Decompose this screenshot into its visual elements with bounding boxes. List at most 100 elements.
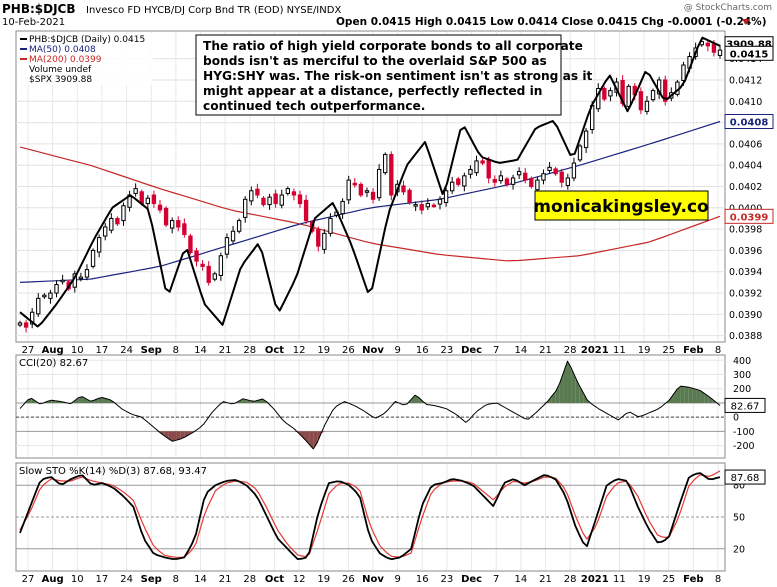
cci-tick-label: 0 xyxy=(733,413,739,424)
x-axis-label: Dec xyxy=(461,345,482,356)
x-axis-label: 19 xyxy=(638,574,651,585)
candle-down xyxy=(139,191,144,205)
cci-overbought-fill xyxy=(692,388,697,403)
candle-up xyxy=(84,269,90,278)
cci-oversold-fill xyxy=(172,431,177,442)
candle-down xyxy=(711,43,717,53)
cci-oversold-fill xyxy=(309,431,314,449)
candle-up xyxy=(474,160,479,174)
candle-up xyxy=(42,294,47,298)
x-axis-label: 14 xyxy=(194,574,207,585)
x-axis-label: Sep xyxy=(141,574,162,585)
x-axis-label: 16 xyxy=(416,345,429,356)
cci-oversold-fill xyxy=(301,431,306,441)
candle-up xyxy=(36,297,41,315)
cci-overbought-fill xyxy=(82,396,87,403)
cci-overbought-fill xyxy=(551,391,556,403)
cci-polyline xyxy=(19,360,721,450)
cci-overbought-fill xyxy=(246,399,251,403)
ma200-polyline xyxy=(19,146,721,262)
cci-overbought-fill xyxy=(673,389,677,403)
legend-item: PHB:$DJCB (Daily) 0.0415 xyxy=(29,35,145,45)
candle-up xyxy=(236,220,242,232)
candle-up xyxy=(328,217,333,234)
candle-down xyxy=(389,154,394,196)
down-arrow-icon xyxy=(742,19,750,25)
candle-up xyxy=(60,279,65,283)
x-axis-label: 17 xyxy=(96,574,109,585)
cci-oversold-fill xyxy=(164,431,169,439)
symbol-description: Invesco FD HYCB/DJ Corp Bnd TR (EOD) NYS… xyxy=(86,5,341,16)
candle-up xyxy=(145,197,151,205)
x-axis-label: Feb xyxy=(683,574,703,585)
candle-up xyxy=(243,198,248,218)
annotation-line: bonds isn't as merciful to the overlaid … xyxy=(203,54,547,68)
price-tick-label: 0.0388 xyxy=(729,331,762,342)
cci-oversold-fill xyxy=(180,431,185,440)
candle-up xyxy=(376,168,382,199)
x-axis-label: 28 xyxy=(243,574,256,585)
x-axis-label: 19 xyxy=(317,574,330,585)
x-axis-label: 10 xyxy=(71,345,84,356)
x-axis-label: 10 xyxy=(71,574,84,585)
cci-overbought-fill xyxy=(98,397,103,403)
candle-up xyxy=(650,90,656,101)
x-axis-label: Aug xyxy=(42,574,64,585)
candle-down xyxy=(705,42,710,47)
candle-up xyxy=(443,190,449,203)
x-axis-label: 11 xyxy=(613,574,626,585)
candle-up xyxy=(510,177,516,185)
price-tag-label: 0.0415 xyxy=(730,49,769,60)
candle-down xyxy=(431,204,437,208)
candle-up xyxy=(249,190,254,202)
candle-down xyxy=(316,229,321,247)
candle-down xyxy=(157,204,163,211)
x-axis-label: 11 xyxy=(613,345,626,356)
x-axis-label: 28 xyxy=(564,574,577,585)
candle-up xyxy=(462,175,467,187)
candle-up xyxy=(212,273,217,280)
candle-up xyxy=(583,130,589,149)
price-tick-label: 0.0412 xyxy=(729,75,762,86)
candle-up xyxy=(425,203,430,208)
candle-down xyxy=(559,171,564,183)
price-tag-box xyxy=(724,45,774,61)
candle-up xyxy=(322,232,327,250)
monicakingsley-badge: monicakingsley.co xyxy=(533,190,709,221)
x-axis-label: Nov xyxy=(362,345,384,356)
price-tick-label: 0.0410 xyxy=(729,97,762,108)
x-axis-label: 16 xyxy=(416,574,429,585)
x-axis-label: 12 xyxy=(293,345,306,356)
cci-overbought-fill xyxy=(102,397,107,403)
price-tick-label: 0.0402 xyxy=(729,182,762,193)
cci-tick-label: -100 xyxy=(733,427,755,438)
candle-down xyxy=(206,265,211,283)
candle-up xyxy=(450,181,455,192)
candle-down xyxy=(523,172,528,181)
candle-down xyxy=(151,194,157,205)
legend-item: Volume undef xyxy=(29,65,92,75)
x-axis-label: Oct xyxy=(265,574,284,585)
sto-k-polyline xyxy=(19,472,721,561)
x-axis-label: Aug xyxy=(42,345,64,356)
monicakingsley-label: monicakingsley.co xyxy=(533,197,709,217)
candle-down xyxy=(529,178,534,188)
candle-down xyxy=(456,178,461,185)
candle-up xyxy=(468,168,473,175)
ma50-polyline xyxy=(19,120,721,283)
x-axis-label: 23 xyxy=(441,345,454,356)
price-tick-label: 0.0400 xyxy=(729,203,762,214)
price-tag-label: 0.0408 xyxy=(730,118,769,129)
x-axis-label: 9 xyxy=(394,345,400,356)
sto-d-polyline xyxy=(19,470,721,558)
price-tag-box xyxy=(724,114,774,130)
candle-up xyxy=(644,100,650,112)
cci-overbought-fill xyxy=(680,386,685,403)
sto-tag-box xyxy=(724,469,766,485)
cci-overbought-fill xyxy=(676,386,681,403)
ohlc-readout: Open 0.0415 High 0.0415 Low 0.0414 Close… xyxy=(336,16,767,28)
x-axis-label: 24 xyxy=(120,345,133,356)
cci-title: CCI(20) 82.67 xyxy=(19,358,88,369)
cci-overbought-fill xyxy=(688,387,693,403)
